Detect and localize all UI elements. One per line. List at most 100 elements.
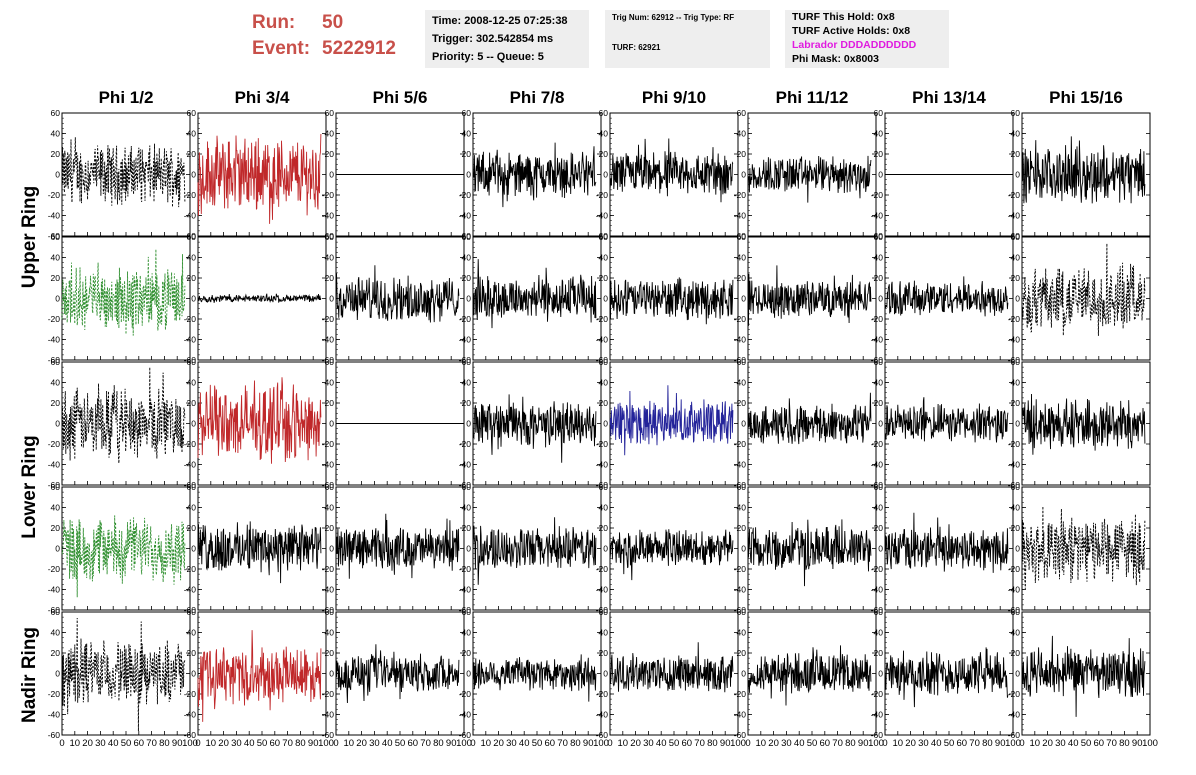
y-tick-label: 60 [737,232,747,242]
waveform-trace [609,385,734,456]
turf-active-holds-text: TURF Active Holds: 0x8 [792,25,911,37]
x-tick-label: 30 [643,738,654,749]
y-tick-label: 0 [878,294,883,304]
waveform-trace [884,397,1009,443]
y-tick-label: 20 [187,149,197,159]
x-tick-label: 70 [282,738,293,749]
panel-r3-c2: -60 -40 -20 0 20 40 60 [184,357,327,490]
x-tick-label: 40 [931,738,942,749]
y-tick-label: -60 [1008,730,1021,740]
y-tick-label: -40 [322,211,335,221]
y-tick-label: 20 [599,149,609,159]
x-tick-label: 20 [768,738,779,749]
waveform-trace [1021,506,1146,589]
y-tick-label: -40 [459,460,472,470]
y-tick-label: -40 [459,211,472,221]
y-tick-label: 40 [737,129,747,139]
y-tick-label: 40 [51,378,61,388]
x-tick-label: 10 [618,738,629,749]
y-tick-label: 40 [599,129,609,139]
x-tick-label: 80 [433,738,444,749]
y-tick-label: -20 [596,314,609,324]
y-tick-label: -40 [48,710,61,720]
y-tick-label: -40 [734,585,747,595]
y-tick-label: 20 [187,273,197,283]
y-tick-label: -40 [322,335,335,345]
y-tick-label: 20 [874,648,884,658]
y-tick-label: 60 [874,357,884,367]
y-tick-label: 20 [51,273,61,283]
x-tick-label: 40 [656,738,667,749]
waveform-trace [335,513,460,579]
waveform-trace [1021,393,1146,455]
y-tick-label: 0 [741,170,746,180]
panel-r1-c1: -60 -40 -20 0 20 40 60 [48,108,191,241]
y-tick-label: 20 [599,648,609,658]
y-tick-label: 40 [325,503,335,513]
y-tick-label: 20 [1011,149,1021,159]
x-tick-label: 20 [1042,738,1053,749]
y-tick-label: 60 [51,482,61,492]
y-tick-label: 60 [462,232,472,242]
y-tick-label: 40 [599,503,609,513]
x-tick-label: 40 [108,738,119,749]
y-tick-label: 20 [462,648,472,658]
panel-r4-c5: -60 -40 -20 0 20 40 60 [596,482,739,615]
x-tick-label: 90 [446,738,457,749]
y-tick-label: -20 [871,190,884,200]
y-tick-label: -40 [184,335,197,345]
x-tick-label: 50 [532,738,543,749]
y-tick-label: -20 [184,439,197,449]
x-tick-label: 50 [395,738,406,749]
y-tick-label: 60 [187,232,197,242]
y-tick-label: -40 [734,335,747,345]
trig-num-text: Trig Num: 62912 -- Trig Type: RF [612,13,735,22]
panel-frame [1021,611,1151,736]
y-tick-label: 40 [874,503,884,513]
waveform-trace [609,277,734,325]
y-tick-label: -20 [184,190,197,200]
panel-r2-c1: -60 -40 -20 0 20 40 60 [48,232,191,365]
y-tick-label: -20 [48,190,61,200]
x-tick-label: 60 [682,738,693,749]
y-tick-label: 40 [1011,503,1021,513]
y-tick-label: 20 [187,523,197,533]
panel-r4-c4: -60 -40 -20 0 20 40 60 [459,482,602,615]
y-tick-label: 60 [51,357,61,367]
y-tick-label: 40 [51,129,61,139]
column-header-5: Phi 9/10 [641,88,707,107]
x-tick-label: 40 [794,738,805,749]
x-tick-label: 40 [1068,738,1079,749]
x-tick-label: 70 [420,738,431,749]
y-tick-label: 0 [466,419,471,429]
y-tick-label: -20 [459,439,472,449]
panel-r3-c5: -60 -40 -20 0 20 40 60 [596,357,739,490]
panel-r3-c1: -60 -40 -20 0 20 40 60 [48,357,191,490]
x-tick-label: 100 [593,738,609,749]
x-tick-label: 80 [295,738,306,749]
y-tick-label: 60 [325,482,335,492]
y-tick-label: -60 [184,231,197,241]
waveform-trace [747,155,872,203]
x-tick-label: 80 [570,738,581,749]
y-tick-label: 20 [599,398,609,408]
y-tick-label: -60 [596,355,609,365]
y-tick-label: -40 [871,710,884,720]
y-tick-label: 60 [325,108,335,118]
panel-r3-c7: -60 -40 -20 0 20 40 60 [871,357,1014,490]
x-tick-label: 40 [382,738,393,749]
y-tick-label: 60 [51,607,61,617]
y-tick-label: 20 [874,523,884,533]
waveform-trace [609,529,734,581]
y-tick-label: 60 [51,232,61,242]
x-tick-label: 0 [1019,738,1024,749]
x-tick-label: 0 [59,738,64,749]
x-tick-label: 20 [630,738,641,749]
x-tick-label: 100 [318,738,334,749]
y-tick-label: -60 [184,605,197,615]
y-tick-label: 20 [462,273,472,283]
